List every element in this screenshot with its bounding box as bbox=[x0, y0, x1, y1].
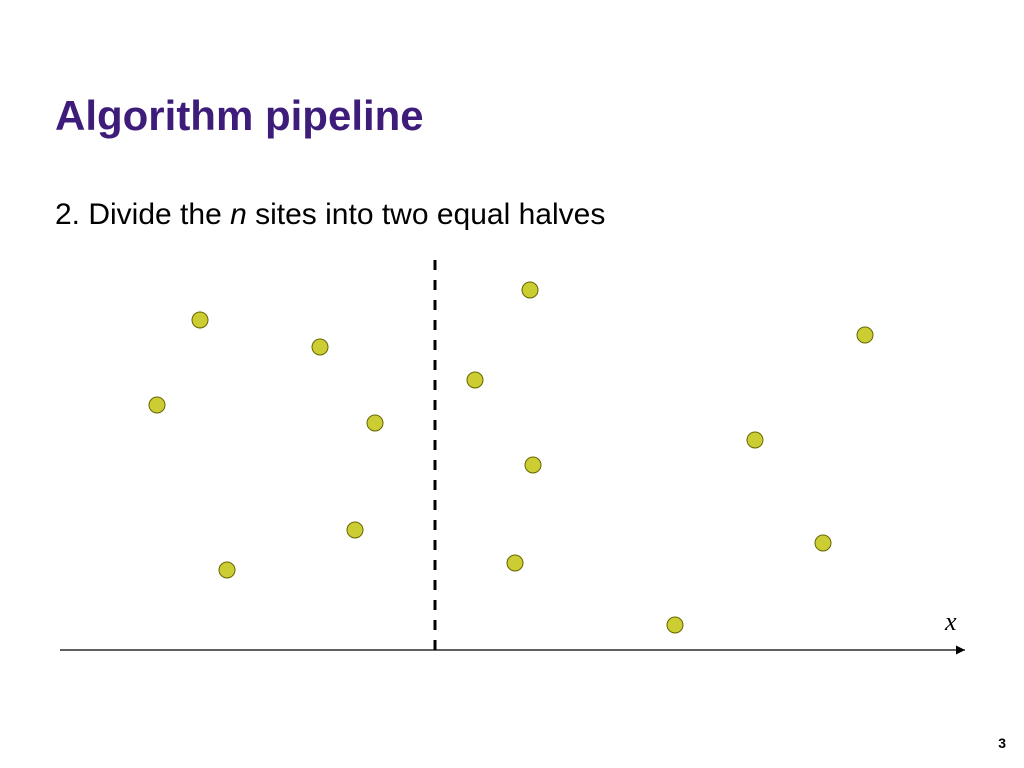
slide: Algorithm pipeline 2. Divide the n sites… bbox=[0, 0, 1024, 768]
scatter-point bbox=[149, 397, 165, 413]
scatter-point bbox=[219, 562, 235, 578]
scatter-point bbox=[857, 327, 873, 343]
scatter-point bbox=[367, 415, 383, 431]
scatter-point bbox=[522, 282, 538, 298]
subtitle-prefix: 2. Divide the bbox=[55, 198, 230, 231]
scatter-point bbox=[192, 312, 208, 328]
subtitle-suffix: sites into two equal halves bbox=[247, 198, 606, 231]
scatter-diagram: x bbox=[55, 255, 975, 675]
slide-subtitle: 2. Divide the n sites into two equal hal… bbox=[55, 198, 605, 232]
page-number: 3 bbox=[998, 735, 1006, 751]
scatter-point bbox=[467, 372, 483, 388]
slide-title: Algorithm pipeline bbox=[55, 92, 424, 140]
scatter-point bbox=[347, 522, 363, 538]
scatter-points bbox=[149, 282, 873, 633]
scatter-point bbox=[507, 555, 523, 571]
scatter-point bbox=[747, 432, 763, 448]
title-text: Algorithm pipeline bbox=[55, 92, 424, 139]
scatter-point bbox=[312, 339, 328, 355]
x-axis: x bbox=[60, 607, 965, 655]
scatter-point bbox=[815, 535, 831, 551]
scatter-point bbox=[525, 457, 541, 473]
axis-label: x bbox=[944, 607, 957, 636]
subtitle-italic: n bbox=[230, 198, 247, 231]
scatter-point bbox=[667, 617, 683, 633]
